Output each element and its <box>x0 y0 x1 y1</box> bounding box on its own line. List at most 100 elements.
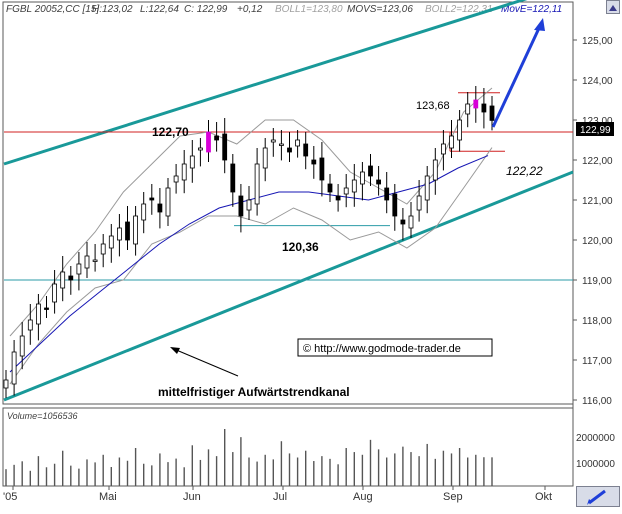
candle-body <box>327 183 333 193</box>
last-price-box <box>576 122 614 136</box>
y-tick-label: 121,00 <box>582 196 613 207</box>
header-boll2: BOLL2=122,31 <box>425 4 493 15</box>
candle-body <box>262 147 268 169</box>
y-tick-label: 119,00 <box>582 276 612 287</box>
candle-body <box>368 165 373 177</box>
pen-icon <box>587 489 606 505</box>
candle-body <box>173 175 179 183</box>
x-axis-labels: '05 Mai Jun Jul Aug Sep Okt <box>3 486 552 503</box>
x-tick-label: Jun <box>183 491 201 503</box>
bollinger-upper-line <box>9 87 493 337</box>
candle-body <box>335 195 341 201</box>
volume-tick-2m: 2000000 <box>576 433 615 444</box>
candle-body <box>449 135 454 149</box>
candle-body <box>400 219 406 225</box>
horizontal-levels <box>4 92 573 281</box>
candle-body <box>100 243 106 255</box>
volume-label: Volume=1056536 <box>7 411 77 421</box>
pointer-arrowhead <box>170 347 180 354</box>
candle-body <box>465 103 471 115</box>
candle-body <box>303 143 309 157</box>
price-candles <box>3 86 495 398</box>
y-tick-label: 123,00 <box>582 116 613 127</box>
header-movs: MOVS=123,06 <box>347 4 413 15</box>
candle-body <box>52 283 57 303</box>
copyright-box <box>297 338 493 357</box>
candle-body <box>206 131 211 153</box>
header-boll1: BOLL1=123,80 <box>275 4 343 15</box>
candle-body <box>343 187 349 195</box>
candle-body <box>254 163 260 205</box>
channel-lower-line <box>3 170 574 402</box>
label-123-68: 123,68 <box>416 100 450 112</box>
candle-body <box>473 99 479 109</box>
candle-body <box>408 215 414 229</box>
candle-body <box>278 143 284 146</box>
candle-body <box>165 187 171 217</box>
candle-body <box>384 187 390 201</box>
x-tick-label: Mai <box>99 491 117 503</box>
candle-body <box>27 319 33 331</box>
x-tick-label: Sep <box>443 491 463 503</box>
header-move: MovE=122,11 <box>501 4 562 15</box>
candle-body <box>11 351 17 385</box>
y-tick-label: 122,00 <box>582 156 613 167</box>
candle-body <box>376 179 382 185</box>
candle-body <box>149 197 155 201</box>
candle-body <box>3 379 9 389</box>
candle-body <box>92 259 98 262</box>
y-tick-label: 120,00 <box>582 236 613 247</box>
candle-body <box>133 215 139 245</box>
candle-body <box>214 135 220 141</box>
y-tick-label: 116,00 <box>582 396 612 407</box>
candle-body <box>416 195 422 211</box>
volume-panel-frame <box>2 407 574 487</box>
channel-upper-line <box>3 0 528 166</box>
candle-body <box>359 171 365 185</box>
volume-bars <box>5 429 493 486</box>
candle-body <box>197 147 203 151</box>
trend-channel <box>3 0 574 402</box>
candle-body <box>68 275 74 281</box>
candle-body <box>181 163 187 181</box>
forecast-arrowhead <box>534 18 545 31</box>
header-low: L:122,64 <box>140 4 179 15</box>
x-tick-label: Okt <box>535 491 552 503</box>
candle-body <box>287 147 292 153</box>
x-tick-label: Aug <box>353 491 373 503</box>
copyright-text: © http://www.godmode-trader.de <box>303 343 461 355</box>
candle-body <box>141 203 147 221</box>
candle-body <box>222 133 228 161</box>
candle-body <box>125 221 130 241</box>
chart-scroll-button[interactable] <box>606 0 620 14</box>
header-change: +0,12 <box>237 4 263 15</box>
candle-body <box>295 139 301 147</box>
drawing-tool-button[interactable] <box>576 486 620 507</box>
label-120-36: 120,36 <box>282 240 319 254</box>
candle-body <box>117 227 122 241</box>
candle-body <box>424 175 430 201</box>
forecast-arrow-line <box>491 25 542 128</box>
candle-body <box>84 255 90 269</box>
candle-body <box>270 139 276 143</box>
header-high: H:123,02 <box>92 4 133 15</box>
candle-body <box>60 271 66 289</box>
trendchannel-label: mittelfristiger Aufwärtstrendkanal <box>158 385 350 399</box>
candle-body <box>319 157 325 181</box>
y-axis-ticks: 125,00 124,00 123,00 122,00 121,00 120,00 119,… <box>573 36 613 407</box>
candle-body <box>108 235 114 249</box>
label-122-70: 122,70 <box>152 125 189 139</box>
candle-body <box>246 199 252 211</box>
y-tick-label: 124,00 <box>582 76 613 87</box>
label-122-22: 122,22 <box>506 164 543 178</box>
last-price-label: 122,99 <box>580 125 611 136</box>
y-tick-label: 117,00 <box>582 356 612 367</box>
candle-body <box>189 155 195 169</box>
y-tick-label: 125,00 <box>582 36 613 47</box>
candle-body <box>238 195 244 217</box>
x-tick-label: '05 <box>3 491 17 503</box>
candle-body <box>44 307 49 310</box>
candle-body <box>230 163 236 193</box>
